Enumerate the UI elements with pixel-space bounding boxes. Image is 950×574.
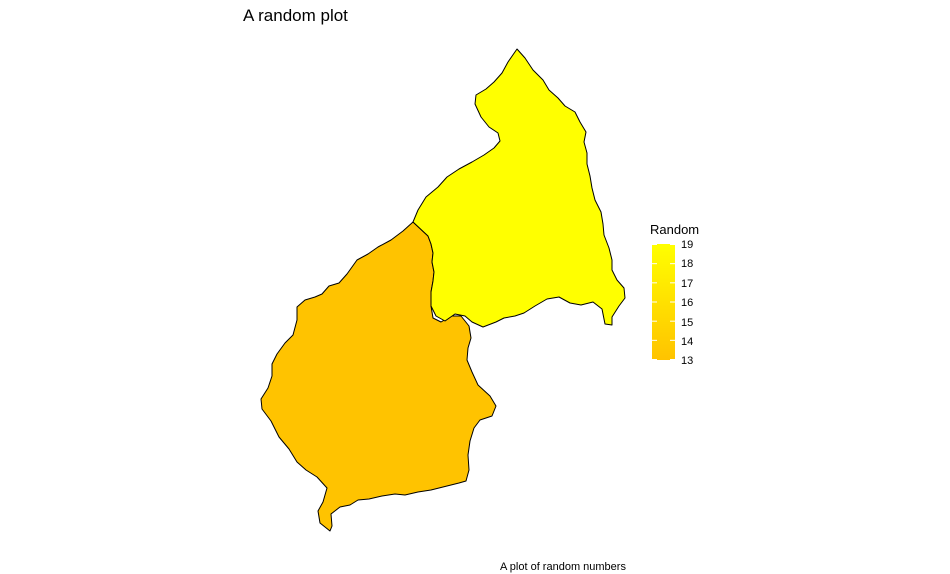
- legend-tick-label: 17: [681, 278, 694, 290]
- plot-title: A random plot: [243, 6, 348, 25]
- legend-tick-label: 18: [681, 258, 694, 270]
- legend-tick-label: 16: [681, 297, 694, 309]
- legend-tick-label: 13: [681, 355, 694, 367]
- map-region-south: [260, 221, 497, 532]
- legend-colorbar: [652, 244, 675, 360]
- map-region-north: [412, 48, 626, 328]
- legend-tick-label: 19: [681, 239, 694, 251]
- legend-tick-label: 15: [681, 317, 694, 329]
- legend-title: Random: [650, 222, 700, 237]
- plot-caption: A plot of random numbers: [500, 561, 626, 573]
- legend: Random 19 18 17 16 15 14 13: [650, 222, 730, 372]
- legend-tick-label: 14: [681, 336, 694, 348]
